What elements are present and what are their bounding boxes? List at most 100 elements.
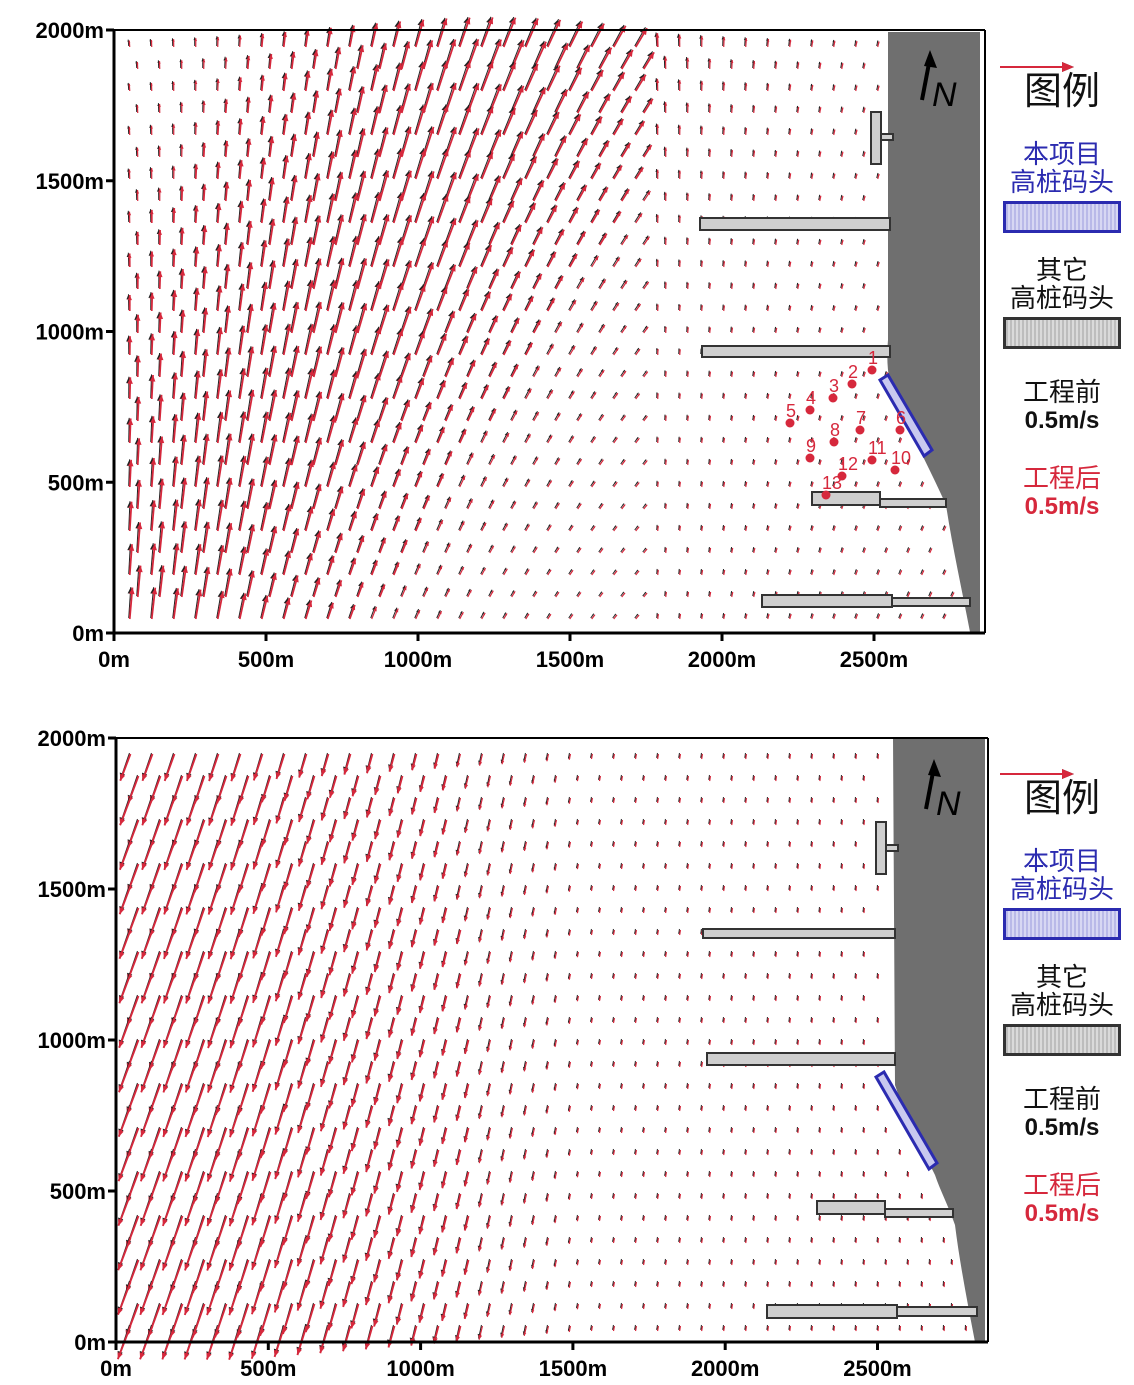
- velocity-arrow-head: [376, 281, 382, 289]
- velocity-arrow-head: [644, 459, 647, 462]
- velocity-arrow-head: [752, 60, 755, 63]
- velocity-arrow-head: [686, 193, 689, 196]
- velocity-arrow-head: [182, 566, 188, 573]
- velocity-arrow-head: [601, 592, 603, 595]
- velocity-arrow-head: [900, 614, 902, 617]
- velocity-arrow-head: [285, 281, 291, 288]
- velocity-arrow-head: [513, 591, 516, 594]
- velocity-arrow-head: [767, 889, 769, 892]
- velocity-arrow-head: [730, 822, 732, 824]
- velocity-arrow-head: [819, 823, 821, 826]
- velocity-arrow-head: [744, 127, 747, 130]
- velocity-arrow-head: [775, 779, 777, 782]
- velocity-arrow-head: [505, 568, 508, 572]
- velocity-arrow-head: [678, 436, 680, 439]
- velocity-arrow-head: [448, 451, 452, 457]
- velocity-arrow-head: [753, 283, 756, 286]
- velocity-arrow-head: [403, 493, 408, 500]
- velocity-arrow-head: [752, 149, 754, 152]
- velocity-arrow-head: [550, 298, 555, 304]
- velocity-arrow-head: [788, 437, 791, 439]
- velocity-arrow-head: [679, 757, 681, 760]
- velocity-arrow-head: [158, 146, 162, 150]
- velocity-arrow-head: [788, 128, 791, 131]
- velocity-arrow-head: [305, 112, 312, 120]
- velocity-arrow-head: [944, 570, 946, 573]
- velocity-arrow-head: [886, 460, 888, 462]
- velocity-arrow-head: [591, 845, 593, 847]
- velocity-arrow-head: [767, 437, 770, 440]
- velocity-arrow-head: [767, 128, 770, 131]
- velocity-arrow-head: [600, 591, 602, 594]
- velocity-arrow-head: [417, 518, 422, 524]
- velocity-arrow-head: [557, 503, 560, 506]
- velocity-arrow-head: [507, 247, 513, 255]
- velocity-arrow-head: [686, 866, 688, 868]
- velocity-arrow-head: [841, 459, 843, 461]
- x-tick-label: 1500m: [536, 647, 605, 672]
- velocity-arrow-head: [707, 148, 710, 151]
- velocity-arrow-head: [361, 214, 367, 222]
- velocity-arrow-head: [907, 459, 909, 462]
- velocity-arrow-head: [384, 259, 390, 267]
- velocity-arrow-head: [664, 370, 666, 373]
- velocity-arrow-head: [501, 892, 505, 897]
- velocity-arrow-head: [766, 393, 768, 395]
- velocity-arrow-head: [443, 105, 449, 113]
- velocity-arrow-head: [640, 74, 646, 82]
- velocity-arrow-head: [856, 394, 858, 396]
- velocity-arrow-head: [625, 143, 631, 149]
- velocity-arrow-head: [664, 866, 666, 868]
- velocity-arrow-head: [745, 172, 748, 175]
- velocity-arrow-head: [592, 391, 595, 395]
- velocity-arrow-head: [253, 817, 259, 825]
- x-tick-label: 2000m: [688, 647, 757, 672]
- velocity-arrow-head: [877, 393, 879, 395]
- velocity-arrow-head: [646, 281, 649, 285]
- velocity-arrow-head: [246, 55, 251, 61]
- velocity-arrow-head: [627, 49, 633, 57]
- velocity-arrow-head: [351, 789, 357, 797]
- velocity-arrow-head: [330, 236, 336, 244]
- velocity-arrow-head: [196, 499, 202, 507]
- north-label: N: [932, 76, 957, 114]
- velocity-arrow-head: [205, 567, 211, 575]
- velocity-arrow-head: [141, 907, 147, 915]
- velocity-arrow-head: [554, 912, 557, 915]
- station-marker: [828, 393, 838, 403]
- velocity-arrow-head: [796, 327, 799, 329]
- velocity-arrow-head: [722, 525, 724, 527]
- x-tick-label: 500m: [238, 647, 294, 672]
- velocity-arrow-head: [468, 588, 471, 592]
- velocity-arrow-head: [600, 369, 604, 372]
- velocity-arrow-head: [647, 145, 652, 150]
- velocity-arrow-head: [745, 845, 747, 848]
- velocity-arrow-head: [840, 194, 843, 197]
- velocity-arrow-head: [796, 371, 799, 373]
- velocity-arrow-head: [315, 531, 322, 539]
- velocity-arrow-head: [645, 548, 648, 551]
- velocity-arrow-head: [286, 368, 292, 376]
- velocity-arrow-head: [752, 866, 754, 868]
- velocity-arrow-head: [194, 122, 198, 127]
- velocity-arrow-head: [840, 239, 843, 241]
- velocity-arrow-head: [637, 614, 640, 617]
- velocity-arrow-head: [833, 173, 836, 176]
- velocity-arrow-head: [686, 778, 688, 780]
- velocity-arrow-head: [567, 888, 570, 891]
- velocity-arrow-head: [810, 260, 813, 263]
- velocity-arrow-head: [943, 569, 945, 572]
- velocity-arrow-head: [352, 464, 358, 472]
- velocity-arrow-head: [308, 414, 315, 422]
- velocity-arrow-head: [615, 393, 618, 396]
- velocity-arrow-head: [775, 106, 778, 109]
- velocity-arrow-head: [665, 779, 667, 782]
- velocity-arrow-head: [127, 253, 132, 258]
- velocity-arrow-head: [598, 910, 600, 912]
- velocity-arrow-head: [796, 547, 799, 549]
- velocity-arrow-head: [621, 867, 623, 870]
- velocity-arrow-head: [656, 568, 658, 571]
- velocity-arrow-head: [819, 62, 822, 65]
- velocity-arrow-head: [922, 482, 924, 485]
